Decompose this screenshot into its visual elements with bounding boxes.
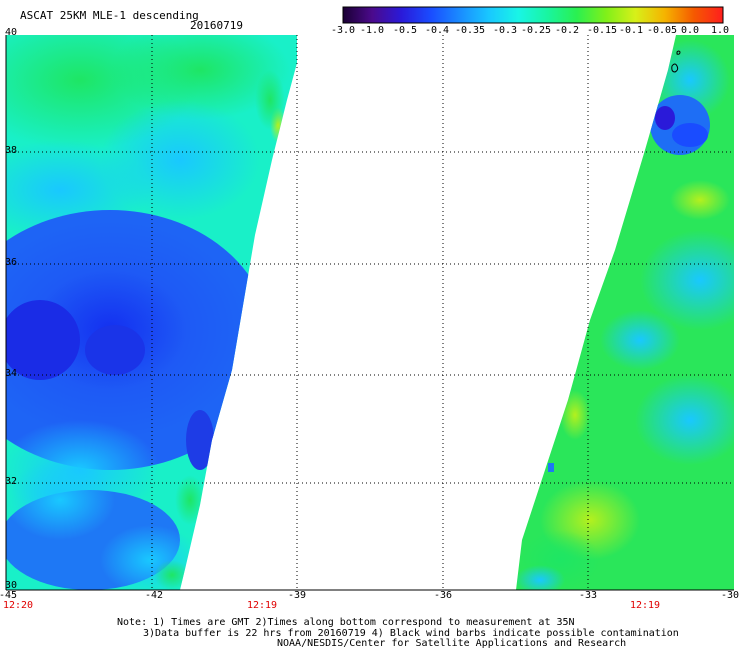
lon-label: -33 xyxy=(578,590,598,601)
colorbar xyxy=(342,6,724,24)
time-label: 12:19 xyxy=(629,600,661,611)
colorbar-gradient xyxy=(342,6,724,24)
lat-label: 38 xyxy=(5,145,18,156)
colorbar-tick: -0.2 xyxy=(554,25,580,36)
time-label: 12:20 xyxy=(2,600,34,611)
colorbar-tick: -0.4 xyxy=(424,25,450,36)
colorbar-tick: -0.35 xyxy=(454,25,486,36)
colorbar-tick: -0.1 xyxy=(618,25,644,36)
colorbar-tick: -0.05 xyxy=(646,25,678,36)
lat-label: 32 xyxy=(5,476,18,487)
lat-label: 40 xyxy=(5,27,18,38)
colorbar-tick: 1.0 xyxy=(710,25,730,36)
footer-note-1: Note: 1) Times are GMT 2)Times along bot… xyxy=(117,617,575,628)
lon-label: -42 xyxy=(144,590,164,601)
map-date: 20160719 xyxy=(190,19,243,32)
lon-label: -30 xyxy=(720,590,740,601)
colorbar-tick: -0.25 xyxy=(520,25,552,36)
map-title: ASCAT 25KM MLE-1 descending xyxy=(20,9,199,22)
lon-label: -39 xyxy=(287,590,307,601)
right-swath xyxy=(516,35,734,590)
colorbar-tick: -3.0 xyxy=(330,25,356,36)
colorbar-tick: -0.15 xyxy=(586,25,618,36)
lon-label: -36 xyxy=(433,590,453,601)
footer-note-2: 3)Data buffer is 22 hrs from 20160719 4)… xyxy=(143,628,679,639)
colorbar-tick: 0.0 xyxy=(680,25,700,36)
lon-label: -45 xyxy=(0,590,18,601)
lat-label: 34 xyxy=(5,368,18,379)
colorbar-tick: -0.5 xyxy=(392,25,418,36)
colorbar-tick: -1.0 xyxy=(359,25,385,36)
lat-label: 30 xyxy=(5,580,18,591)
island-outline xyxy=(676,50,681,55)
gridlines xyxy=(6,35,734,590)
left-swath xyxy=(6,35,297,590)
lat-label: 36 xyxy=(5,257,18,268)
colorbar-tick: -0.3 xyxy=(492,25,518,36)
time-label: 12:19 xyxy=(246,600,278,611)
island-outline xyxy=(671,63,679,73)
footer-note-3: NOAA/NESDIS/Center for Satellite Applica… xyxy=(277,638,627,649)
